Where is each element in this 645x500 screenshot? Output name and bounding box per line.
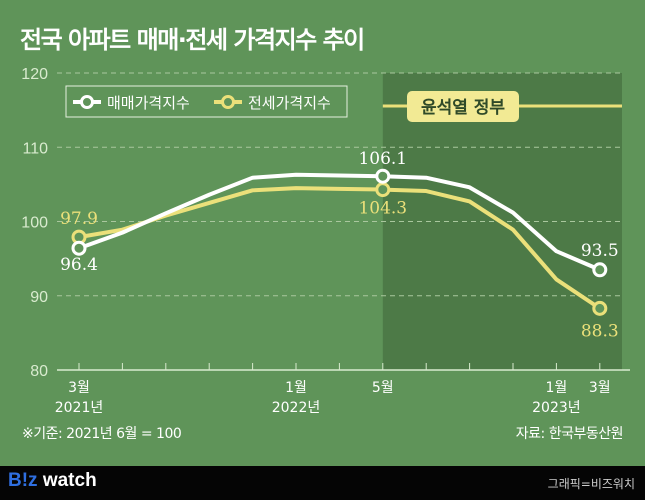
bizwatch-logo: B!z watch — [8, 470, 97, 491]
source-note: 자료: 한국부동산원 — [515, 426, 624, 442]
graphic-credit: 그래픽=비즈워치 — [547, 477, 635, 491]
y-tick-label: 90 — [30, 289, 48, 306]
government-label: 윤석열 정부 — [421, 98, 505, 118]
data-point — [71, 240, 87, 256]
x-tick-label: 5월 — [372, 380, 394, 396]
y-tick-label: 110 — [22, 140, 48, 157]
data-label: 93.5 — [581, 241, 619, 261]
legend-label: 매매가격지수 — [107, 94, 190, 112]
series-line-jeonse — [78, 186, 601, 311]
legend-marker — [80, 95, 94, 109]
data-label: 106.1 — [358, 149, 407, 169]
x-tick-label: 3월 — [68, 380, 90, 396]
data-label: 88.3 — [581, 321, 619, 341]
legend-marker — [221, 95, 235, 109]
line-chart: 80 90 100 110 120 3월 2021년 1월 2022년 5월 1월 2023년 3월 윤석… — [21, 66, 630, 416]
y-tick-label: 100 — [21, 215, 48, 232]
government-label-box — [407, 91, 519, 122]
x-tick-year: 2022년 — [272, 400, 321, 416]
legend-box — [65, 85, 348, 118]
base-note: ※기준: 2021년 6월 = 100 — [22, 426, 182, 442]
data-label: 96.4 — [60, 255, 98, 275]
x-tick-label: 1월 — [285, 380, 307, 396]
x-tick-label: 3월 — [589, 380, 611, 396]
footer: B!z watch 그래픽=비즈워치 — [0, 466, 645, 500]
series-line-sale — [78, 172, 601, 272]
x-tick-year: 2023년 — [532, 400, 581, 416]
y-tick-label: 120 — [21, 66, 48, 83]
data-point — [592, 262, 608, 278]
y-tick-label: 80 — [30, 363, 48, 380]
x-tick-label: 1월 — [546, 380, 568, 396]
legend-label: 전세가격지수 — [248, 94, 331, 112]
chart-title: 전국 아파트 매매·전세 가격지수 추이 — [20, 26, 365, 54]
data-label: 97.9 — [60, 209, 98, 229]
data-point — [375, 168, 391, 184]
x-tick-year: 2021년 — [55, 400, 104, 416]
data-label: 104.3 — [358, 199, 407, 219]
data-point — [375, 182, 391, 198]
data-point — [592, 300, 608, 316]
